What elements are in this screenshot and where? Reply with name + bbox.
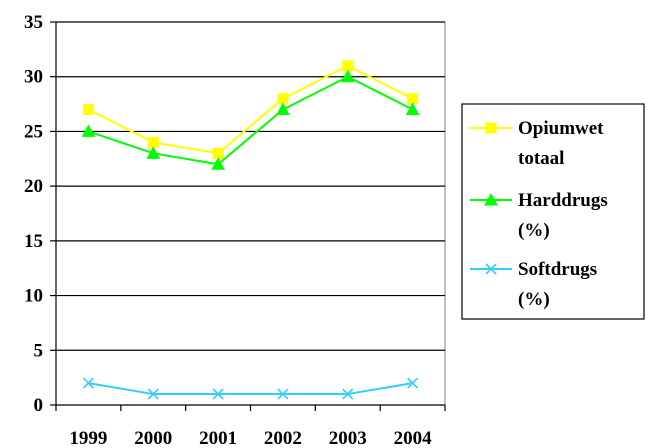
legend-entry: Softdrugs (%) [470, 259, 597, 310]
y-tick-label: 30 [24, 67, 43, 88]
legend-label: (%) [518, 220, 550, 241]
series-0 [82, 60, 419, 159]
x-tick-label: 2002 [264, 428, 302, 448]
plot-frame [55, 21, 446, 406]
data-point [81, 124, 96, 137]
legend-box [461, 103, 645, 320]
data-point [342, 388, 354, 400]
data-point [212, 147, 224, 159]
data-point [82, 377, 94, 389]
y-tick-label: 35 [24, 12, 43, 33]
data-point [405, 102, 420, 116]
legend-label: Softdrugs [518, 259, 597, 280]
legend-entry: Harddrugs (%) [470, 190, 608, 241]
legend-label: (%) [518, 289, 550, 310]
y-tick-label: 5 [34, 340, 44, 361]
data-point [82, 104, 94, 116]
series-line [88, 75, 414, 166]
data-point [276, 102, 290, 116]
data-point [147, 388, 159, 400]
legend-label: Harddrugs [518, 190, 608, 211]
legend-swatch-marker [485, 122, 497, 134]
x-tick-label: 2001 [199, 428, 237, 448]
legend-label: Opiumwet [518, 118, 604, 139]
series-2 [82, 377, 419, 400]
x-tick-label: 2003 [329, 428, 367, 448]
data-point [277, 388, 289, 400]
data-point [407, 377, 419, 389]
data-point [212, 388, 224, 400]
x-tick-label: 2000 [134, 428, 172, 448]
data-point [340, 69, 355, 83]
legend-entry: Opiumwet totaal [470, 118, 604, 169]
data-point [211, 157, 225, 170]
series-line [88, 382, 413, 396]
legend-swatch-marker [485, 263, 497, 275]
y-tick-label: 15 [24, 231, 43, 252]
plot-area: 0 5 10 15 20 25 30 35 1999 2000 2001 2002 2003 2004 [24, 12, 446, 448]
y-tick-label: 20 [24, 176, 43, 197]
data-point [407, 93, 419, 105]
x-tick-label: 1999 [69, 428, 107, 448]
data-point [277, 93, 289, 105]
data-point [147, 136, 159, 148]
y-tick-label: 10 [24, 286, 43, 307]
series-line [87, 64, 414, 155]
legend-swatch-marker [484, 192, 498, 206]
data-point [342, 60, 354, 72]
y-tick-label: 0 [34, 395, 44, 416]
y-tick-label: 25 [24, 121, 43, 142]
x-tick-label: 2004 [394, 428, 433, 448]
series-1 [81, 69, 420, 170]
data-point [146, 146, 161, 159]
legend-label: totaal [518, 148, 564, 169]
legend: Opiumwet totaal Harddrugs (%) Softdrugs (%) [461, 103, 645, 320]
